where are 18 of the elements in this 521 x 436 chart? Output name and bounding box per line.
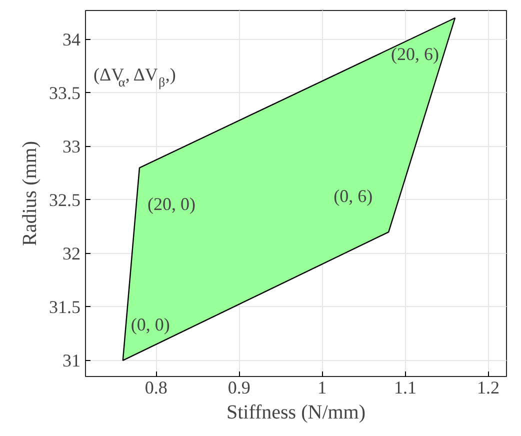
y-tick-label: 33.5 [49,82,80,103]
x-axis-title: Stiffness (N/mm) [226,402,366,424]
y-tick-label: 31.5 [49,296,80,317]
y-tick-label: 32.5 [49,190,80,210]
x-tick-label: 1 [318,378,327,398]
x-tick-label: 0.8 [144,378,168,398]
x-tick-label: 1.1 [394,378,416,398]
annotation: (20, 6) [391,44,440,64]
y-tick-label: 32 [62,243,80,264]
annotation: (0, 6) [334,186,373,206]
annotation: (0, 0) [130,314,170,334]
y-tick-label: 34 [62,29,80,50]
y-tick-label: 31 [62,350,80,370]
x-tick-label: 0.9 [228,378,250,398]
annotation: (20, 0) [147,194,196,214]
y-axis-title: Radius (mm) [19,140,41,246]
y-tick-label: 33 [62,136,80,156]
x-tick-label: 1.2 [476,378,500,398]
